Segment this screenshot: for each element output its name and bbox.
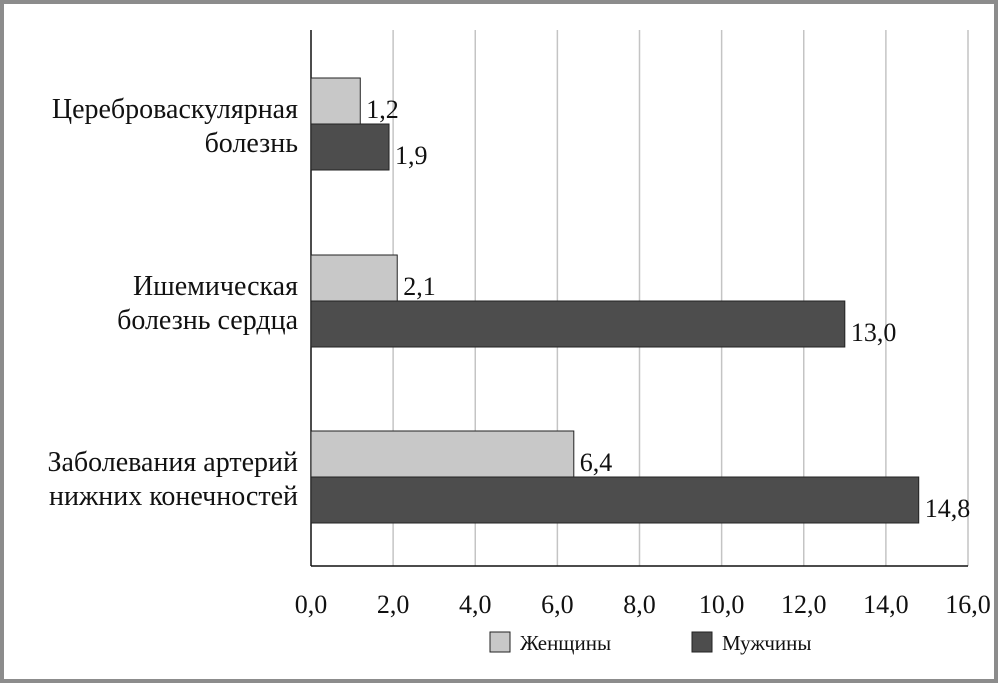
legend-swatch-women bbox=[489, 631, 511, 653]
legend-label-women: Женщины bbox=[520, 631, 611, 655]
category-label: нижних конечностей bbox=[49, 481, 298, 512]
data-label: 6,4 bbox=[580, 448, 613, 477]
x-tick-label: 4,0 bbox=[459, 590, 492, 619]
category-label: Ишемическая bbox=[133, 271, 298, 302]
bar-men bbox=[310, 476, 920, 524]
data-label: 1,2 bbox=[366, 95, 399, 124]
bar-men bbox=[310, 123, 390, 171]
category-label: болезнь сердца bbox=[117, 305, 298, 336]
bar-women bbox=[310, 254, 398, 302]
data-label: 14,8 bbox=[925, 494, 971, 523]
bar-women bbox=[310, 77, 361, 125]
data-label: 1,9 bbox=[395, 141, 428, 170]
category-label: болезнь bbox=[205, 128, 298, 159]
x-tick-label: 10,0 bbox=[699, 590, 745, 619]
data-label: 2,1 bbox=[403, 272, 436, 301]
data-label: 13,0 bbox=[851, 318, 897, 347]
category-label: Цереброваскулярная bbox=[52, 94, 298, 125]
x-tick-label: 0,0 bbox=[295, 590, 328, 619]
x-tick-label: 16,0 bbox=[945, 590, 991, 619]
x-tick-label: 12,0 bbox=[781, 590, 827, 619]
x-tick-label: 2,0 bbox=[377, 590, 410, 619]
bar-women bbox=[310, 430, 575, 478]
category-label: Заболевания артерий bbox=[47, 447, 298, 478]
x-tick-label: 6,0 bbox=[541, 590, 574, 619]
x-tick-label: 14,0 bbox=[863, 590, 909, 619]
legend-swatch-men bbox=[691, 631, 713, 653]
x-tick-label: 8,0 bbox=[623, 590, 656, 619]
legend-label-men: Мужчины bbox=[722, 631, 812, 655]
bar-men bbox=[310, 300, 846, 348]
